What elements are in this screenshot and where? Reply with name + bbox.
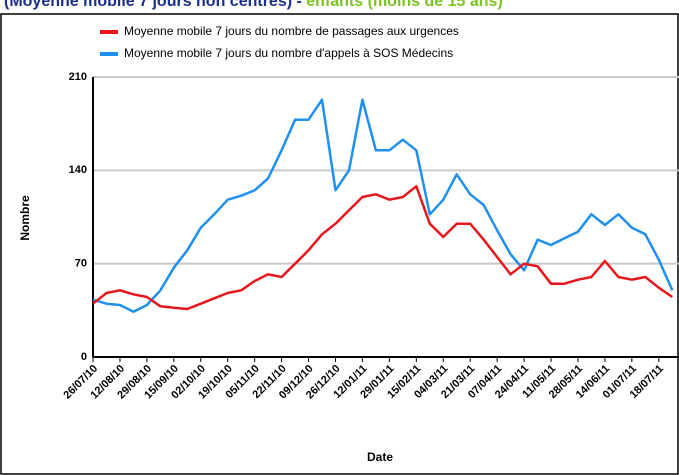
- title-highlight: enfants (moins de 15 ans): [306, 0, 503, 10]
- y-tick-label: 140: [69, 164, 87, 176]
- legend-label: Moyenne mobile 7 jours du nombre d'appel…: [124, 46, 453, 60]
- series-line: [92, 185, 674, 311]
- legend-label: Moyenne mobile 7 jours du nombre de pass…: [124, 24, 459, 38]
- y-tick-label: 210: [69, 71, 87, 83]
- y-axis-label: Nombre: [18, 195, 32, 241]
- y-tick-label: 70: [75, 258, 87, 270]
- series-line: [92, 98, 674, 313]
- title-main: (Moyenne mobile 7 jours non centrés) -: [4, 0, 302, 10]
- chart-title: (Moyenne mobile 7 jours non centrés) - e…: [4, 0, 503, 10]
- frame: [0, 13, 679, 475]
- y-tick-label: 0: [81, 351, 87, 363]
- x-axis-label: Date: [367, 450, 393, 464]
